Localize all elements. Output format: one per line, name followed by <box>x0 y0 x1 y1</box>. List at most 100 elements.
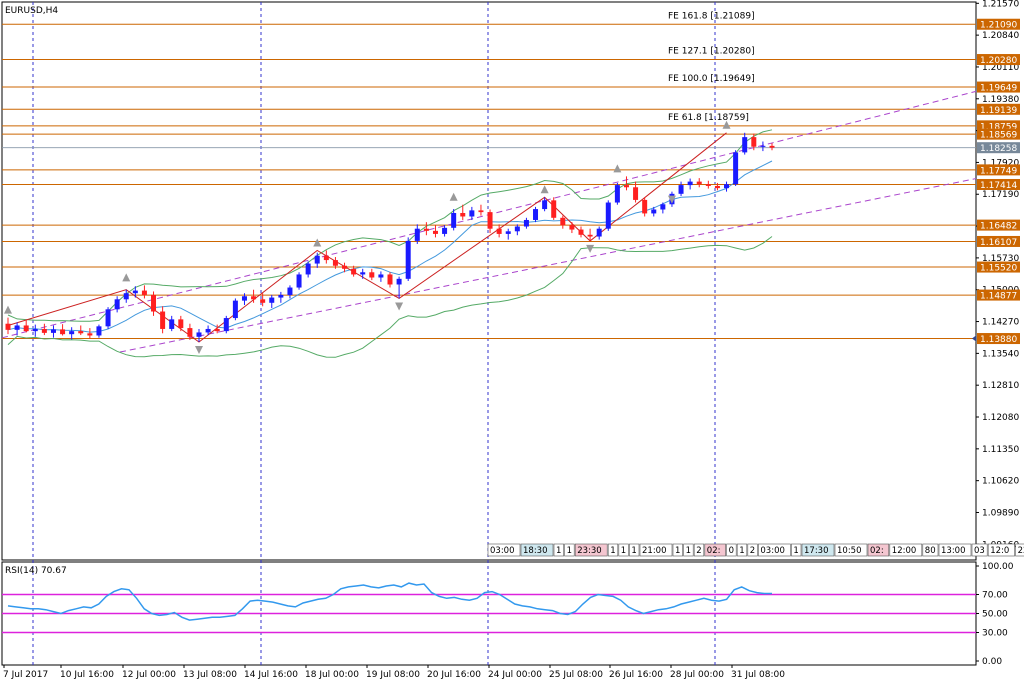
candle-body[interactable] <box>487 212 493 229</box>
candle-body[interactable] <box>423 228 429 231</box>
candle-body[interactable] <box>533 209 539 220</box>
candle-body[interactable] <box>151 294 157 312</box>
candle-body[interactable] <box>514 226 520 232</box>
candle-body[interactable] <box>14 325 20 330</box>
candle-body[interactable] <box>569 225 575 230</box>
candle-body[interactable] <box>596 228 602 237</box>
candle-body[interactable] <box>223 318 229 332</box>
candle-body[interactable] <box>96 326 102 336</box>
candle-body[interactable] <box>587 234 593 237</box>
candle-body[interactable] <box>105 309 111 327</box>
candle-body[interactable] <box>614 185 620 203</box>
candle-body[interactable] <box>705 184 711 186</box>
candle-body[interactable] <box>260 299 266 303</box>
candle-body[interactable] <box>351 268 357 275</box>
candle-body[interactable] <box>342 265 348 269</box>
candle-body[interactable] <box>78 331 84 334</box>
candle-body[interactable] <box>714 185 720 189</box>
candle-body[interactable] <box>769 145 775 148</box>
candle-body[interactable] <box>296 274 302 288</box>
candle-body[interactable] <box>687 181 693 186</box>
candle-body[interactable] <box>205 328 211 333</box>
price-axis-label: 1.21570 <box>982 0 1019 9</box>
candle-body[interactable] <box>405 240 411 279</box>
candle-body[interactable] <box>187 328 193 337</box>
candle-body[interactable] <box>660 204 666 210</box>
candle-body[interactable] <box>60 329 66 335</box>
fibo-label: FE 127.1 [1.20280] <box>668 47 755 57</box>
time-marker-box <box>758 543 791 557</box>
candle-body[interactable] <box>132 290 138 294</box>
candle-body[interactable] <box>442 227 448 234</box>
candle-body[interactable] <box>305 263 311 275</box>
level-price-box <box>977 54 1020 66</box>
candle-body[interactable] <box>432 230 438 234</box>
candle-body[interactable] <box>496 228 502 234</box>
candle-body[interactable] <box>678 185 684 194</box>
candle-body[interactable] <box>469 210 475 217</box>
time-marker-label: 10:50 <box>837 546 862 556</box>
candle-body[interactable] <box>41 328 47 333</box>
candle-body[interactable] <box>414 228 420 241</box>
candle-body[interactable] <box>332 260 338 266</box>
candle-body[interactable] <box>241 296 247 301</box>
candle-body[interactable] <box>141 290 147 295</box>
candle-body[interactable] <box>578 229 584 235</box>
candle-body[interactable] <box>278 294 284 298</box>
candle-body[interactable] <box>478 210 484 213</box>
level-price-box <box>977 164 1020 176</box>
candle-body[interactable] <box>32 328 38 332</box>
level-price-label: 1.13880 <box>980 335 1017 345</box>
candle-body[interactable] <box>323 255 329 261</box>
candle-body[interactable] <box>5 323 11 330</box>
candle-body[interactable] <box>123 293 129 300</box>
candle-body[interactable] <box>551 200 557 218</box>
time-marker-box <box>801 543 835 557</box>
level-price-label: 1.19649 <box>980 84 1017 94</box>
candle-body[interactable] <box>751 137 757 147</box>
candle-body[interactable] <box>696 181 702 185</box>
candle-body[interactable] <box>87 333 93 336</box>
candle-body[interactable] <box>269 297 275 303</box>
time-marker-box <box>834 543 868 557</box>
candle-body[interactable] <box>542 200 548 210</box>
time-marker-box <box>672 543 683 557</box>
time-axis-label: 25 Jul 08:00 <box>549 670 603 680</box>
candle-body[interactable] <box>505 231 511 234</box>
candle-body[interactable] <box>623 185 629 188</box>
candle-body[interactable] <box>523 219 529 227</box>
candle-body[interactable] <box>460 212 466 217</box>
candle-body[interactable] <box>369 272 375 278</box>
candle-body[interactable] <box>387 274 393 285</box>
candle-body[interactable] <box>651 209 657 214</box>
price-axis-label: 1.10620 <box>982 477 1019 487</box>
candle-body[interactable] <box>287 287 293 295</box>
candle-body[interactable] <box>733 152 739 185</box>
candle-body[interactable] <box>451 212 457 228</box>
candle-body[interactable] <box>214 328 220 332</box>
candle-body[interactable] <box>160 311 166 329</box>
candle-body[interactable] <box>50 329 56 333</box>
candle-body[interactable] <box>23 325 29 332</box>
candle-body[interactable] <box>642 199 648 214</box>
candle-body[interactable] <box>251 296 257 300</box>
candle-body[interactable] <box>69 331 75 335</box>
candle-body[interactable] <box>760 145 766 147</box>
level-price-box <box>977 235 1020 247</box>
candle-body[interactable] <box>378 274 384 278</box>
time-axis-label: 28 Jul 00:00 <box>670 670 724 680</box>
candle-body[interactable] <box>560 217 566 226</box>
candle-body[interactable] <box>633 187 639 200</box>
candle-body[interactable] <box>396 278 402 285</box>
candle-body[interactable] <box>605 202 611 229</box>
candle-body[interactable] <box>314 255 320 264</box>
candle-body[interactable] <box>724 184 730 189</box>
candle-body[interactable] <box>114 299 120 310</box>
candle-body[interactable] <box>742 137 748 153</box>
candle-body[interactable] <box>169 319 175 329</box>
candle-body[interactable] <box>232 300 238 319</box>
candle-body[interactable] <box>196 332 202 337</box>
candle-body[interactable] <box>360 272 366 275</box>
candle-body[interactable] <box>178 319 184 329</box>
